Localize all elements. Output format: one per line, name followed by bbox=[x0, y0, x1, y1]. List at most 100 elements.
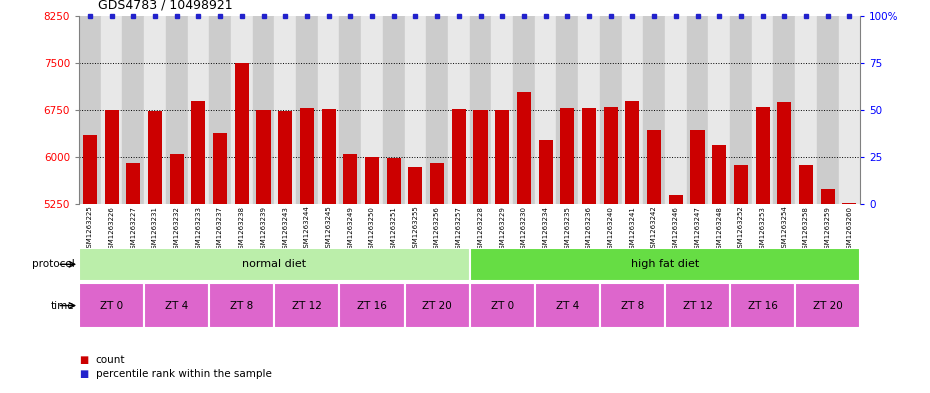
Text: protocol: protocol bbox=[32, 259, 74, 269]
Bar bbox=[712, 145, 726, 204]
Bar bbox=[470, 283, 535, 328]
Bar bbox=[192, 101, 206, 204]
Bar bbox=[209, 16, 231, 204]
Bar bbox=[144, 283, 209, 328]
Text: time: time bbox=[51, 301, 74, 310]
Bar bbox=[104, 110, 119, 204]
Text: ZT 4: ZT 4 bbox=[555, 301, 578, 310]
Text: ZT 0: ZT 0 bbox=[491, 301, 513, 310]
Bar bbox=[361, 16, 383, 204]
Bar bbox=[709, 16, 730, 204]
Bar bbox=[253, 16, 274, 204]
Bar bbox=[79, 16, 100, 204]
Bar bbox=[278, 111, 292, 204]
Bar bbox=[686, 16, 709, 204]
Bar bbox=[387, 158, 401, 204]
Bar bbox=[690, 130, 705, 204]
Bar bbox=[209, 283, 274, 328]
Bar bbox=[755, 107, 770, 204]
Text: ■: ■ bbox=[79, 354, 88, 365]
Bar bbox=[730, 283, 795, 328]
Text: ZT 4: ZT 4 bbox=[165, 301, 188, 310]
Bar bbox=[100, 16, 123, 204]
Bar bbox=[274, 16, 296, 204]
Bar bbox=[144, 16, 166, 204]
Bar bbox=[169, 154, 184, 204]
Bar bbox=[517, 92, 531, 204]
Text: count: count bbox=[96, 354, 126, 365]
Bar bbox=[79, 283, 144, 328]
Bar bbox=[123, 16, 144, 204]
Text: percentile rank within the sample: percentile rank within the sample bbox=[96, 369, 272, 379]
Bar bbox=[430, 163, 445, 204]
Bar bbox=[126, 163, 140, 204]
Bar bbox=[318, 16, 339, 204]
Bar bbox=[234, 63, 249, 204]
Bar bbox=[647, 130, 661, 204]
Bar bbox=[79, 248, 470, 281]
Bar bbox=[621, 16, 644, 204]
Bar bbox=[795, 283, 860, 328]
Bar bbox=[817, 16, 839, 204]
Bar bbox=[405, 283, 470, 328]
Text: ZT 16: ZT 16 bbox=[357, 301, 387, 310]
Bar bbox=[795, 16, 817, 204]
Bar bbox=[604, 107, 618, 204]
Bar bbox=[730, 16, 751, 204]
Bar bbox=[665, 283, 730, 328]
Bar bbox=[600, 283, 665, 328]
Bar bbox=[166, 16, 188, 204]
Bar bbox=[538, 140, 552, 204]
Bar bbox=[452, 109, 466, 204]
Bar bbox=[734, 165, 748, 204]
Bar bbox=[231, 16, 253, 204]
Bar bbox=[296, 16, 318, 204]
Text: GDS4783 / 10498921: GDS4783 / 10498921 bbox=[98, 0, 232, 12]
Bar bbox=[322, 109, 336, 204]
Bar bbox=[383, 16, 405, 204]
Text: ZT 8: ZT 8 bbox=[230, 301, 253, 310]
Bar bbox=[188, 16, 209, 204]
Bar bbox=[556, 16, 578, 204]
Bar bbox=[839, 16, 860, 204]
Bar bbox=[644, 16, 665, 204]
Text: ■: ■ bbox=[79, 369, 88, 379]
Text: ZT 12: ZT 12 bbox=[292, 301, 322, 310]
Bar bbox=[339, 283, 405, 328]
Bar bbox=[405, 16, 426, 204]
Bar bbox=[669, 195, 683, 204]
Bar bbox=[213, 133, 227, 204]
Bar bbox=[495, 110, 510, 204]
Bar bbox=[560, 108, 575, 204]
Text: ZT 16: ZT 16 bbox=[748, 301, 777, 310]
Bar bbox=[274, 283, 339, 328]
Bar bbox=[470, 16, 491, 204]
Bar bbox=[470, 248, 860, 281]
Bar bbox=[343, 154, 357, 204]
Bar bbox=[473, 110, 487, 204]
Bar bbox=[625, 101, 640, 204]
Text: high fat diet: high fat diet bbox=[631, 259, 699, 269]
Bar bbox=[408, 167, 422, 204]
Bar bbox=[426, 16, 448, 204]
Bar bbox=[751, 16, 774, 204]
Text: ZT 8: ZT 8 bbox=[620, 301, 644, 310]
Bar bbox=[339, 16, 361, 204]
Bar bbox=[535, 16, 556, 204]
Text: normal diet: normal diet bbox=[243, 259, 306, 269]
Text: ZT 0: ZT 0 bbox=[100, 301, 123, 310]
Bar bbox=[600, 16, 621, 204]
Bar bbox=[83, 135, 97, 204]
Bar bbox=[491, 16, 513, 204]
Bar bbox=[820, 189, 835, 204]
Bar bbox=[799, 165, 813, 204]
Text: ZT 20: ZT 20 bbox=[813, 301, 843, 310]
Text: ZT 20: ZT 20 bbox=[422, 301, 452, 310]
Bar bbox=[777, 103, 791, 204]
Text: ZT 12: ZT 12 bbox=[683, 301, 712, 310]
Bar bbox=[843, 203, 857, 204]
Bar bbox=[582, 108, 596, 204]
Bar bbox=[148, 111, 162, 204]
Bar bbox=[513, 16, 535, 204]
Bar bbox=[365, 157, 379, 204]
